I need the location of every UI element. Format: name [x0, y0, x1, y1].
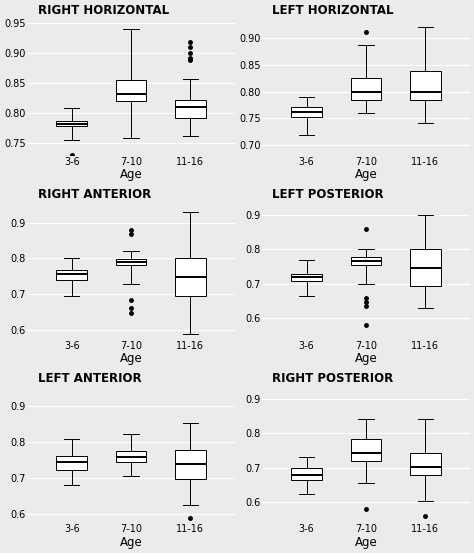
X-axis label: Age: Age: [355, 168, 377, 181]
PathPatch shape: [56, 270, 87, 280]
X-axis label: Age: Age: [119, 168, 142, 181]
PathPatch shape: [410, 71, 441, 100]
PathPatch shape: [351, 79, 382, 100]
PathPatch shape: [116, 80, 146, 101]
PathPatch shape: [116, 451, 146, 462]
PathPatch shape: [351, 257, 382, 265]
X-axis label: Age: Age: [119, 536, 142, 549]
X-axis label: Age: Age: [119, 352, 142, 365]
Text: RIGHT HORIZONTAL: RIGHT HORIZONTAL: [37, 4, 169, 17]
PathPatch shape: [291, 107, 322, 117]
PathPatch shape: [410, 453, 441, 476]
Text: LEFT POSTERIOR: LEFT POSTERIOR: [273, 188, 384, 201]
PathPatch shape: [175, 100, 206, 118]
PathPatch shape: [56, 456, 87, 470]
Text: RIGHT ANTERIOR: RIGHT ANTERIOR: [37, 188, 151, 201]
X-axis label: Age: Age: [355, 352, 377, 365]
PathPatch shape: [175, 258, 206, 296]
PathPatch shape: [291, 274, 322, 281]
PathPatch shape: [410, 249, 441, 286]
PathPatch shape: [56, 121, 87, 127]
Text: LEFT HORIZONTAL: LEFT HORIZONTAL: [273, 4, 394, 17]
PathPatch shape: [291, 468, 322, 480]
PathPatch shape: [116, 259, 146, 264]
Text: LEFT ANTERIOR: LEFT ANTERIOR: [37, 372, 141, 385]
Text: RIGHT POSTERIOR: RIGHT POSTERIOR: [273, 372, 394, 385]
X-axis label: Age: Age: [355, 536, 377, 549]
PathPatch shape: [351, 440, 382, 461]
PathPatch shape: [175, 450, 206, 479]
